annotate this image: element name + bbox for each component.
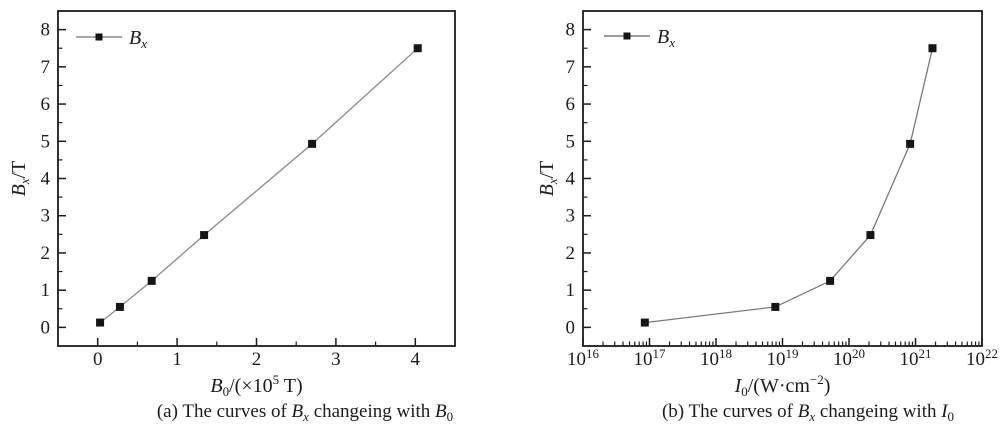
y-tick-label: 7	[566, 57, 576, 78]
chart-a-caption: (a) The curves of Bx changeing with B0	[55, 401, 555, 425]
caption-text-part: B	[797, 401, 810, 422]
y-tick-label: 8	[566, 20, 576, 41]
legend: Bx	[604, 26, 675, 50]
legend-label: Bx	[129, 27, 147, 51]
x-tick-label: 1016	[567, 346, 600, 370]
chart-b-caption: (b) The curves of Bx changeing with I0	[558, 401, 1000, 425]
data-point-marker	[866, 231, 875, 240]
data-point-marker	[147, 276, 156, 285]
plot-frame	[57, 10, 456, 347]
x-tick-label: 1022	[966, 346, 998, 370]
legend-marker-sample	[95, 33, 103, 41]
caption-text-part: (b) The curves of	[661, 401, 798, 422]
legend-marker-sample	[623, 32, 631, 40]
legend-label: Bx	[657, 26, 675, 50]
caption-text-part: B	[291, 401, 304, 422]
caption-text-part: 0	[446, 409, 454, 424]
y-tick-label: 0	[566, 317, 576, 338]
data-point-marker	[640, 318, 649, 327]
y-tick-label: 5	[566, 131, 576, 152]
x-tick-label: 4	[411, 349, 421, 370]
data-point-marker	[771, 302, 780, 311]
y-tick-label: 0	[41, 317, 51, 338]
data-point-marker	[115, 302, 124, 311]
chart-b-plot: 0 1 2 3 4 5 6 7 8 1016 1017 1018 1019 1020 1021 1022 Bx I…	[536, 10, 998, 399]
caption-text-part: B	[435, 401, 447, 422]
x-tick-label: 1019	[767, 346, 799, 370]
y-tick-label: 8	[41, 20, 51, 41]
y-tick-label: 2	[566, 243, 576, 264]
data-point-marker	[308, 139, 317, 148]
y-tick-label: 6	[566, 94, 576, 115]
caption-text-part: changeing with	[815, 401, 942, 422]
y-tick-label: 1	[566, 280, 576, 301]
caption-text-part: changeing with	[308, 401, 436, 422]
y-tick-label: 3	[566, 206, 576, 227]
chart-a-plot: 0 1 2 3 4 5 6 7 8 0 1 2 3 4 Bx B0/(×105 T) Bx/T	[8, 10, 456, 399]
x-tick-label: 1	[172, 349, 182, 370]
data-point-marker	[906, 139, 915, 148]
series-line	[644, 48, 934, 324]
x-axis-label: B0/(×105 T)	[210, 372, 302, 399]
legend: Bx	[76, 27, 147, 51]
x-tick-label: 1021	[900, 346, 932, 370]
y-axis-label: Bx/T	[8, 161, 32, 197]
plot-frame	[582, 10, 983, 347]
x-tick-label: 2	[252, 349, 262, 370]
y-tick-label: 2	[41, 243, 51, 264]
caption-text-part: I	[941, 401, 948, 422]
caption-text-part: 0	[947, 409, 955, 424]
y-tick-label: 5	[41, 131, 51, 152]
x-tick-label: 0	[93, 349, 103, 370]
x-axis-label: I0/(W·cm−2)	[734, 372, 831, 399]
caption-text-part: x	[809, 409, 816, 424]
x-tick-label: 3	[331, 349, 341, 370]
y-tick-label: 6	[41, 94, 51, 115]
y-tick-label: 4	[41, 169, 51, 190]
chart-a-canvas: 0 1 2 3 4 5 6 7 8 0 1 2 3 4 Bx B0/(×105 T) Bx/T	[8, 10, 456, 399]
y-tick-label: 4	[566, 169, 576, 190]
data-point-marker	[96, 318, 105, 327]
data-point-marker	[413, 44, 422, 53]
data-point-marker	[200, 231, 209, 240]
data-point-marker	[826, 276, 835, 285]
y-axis-label: Bx/T	[536, 161, 560, 197]
caption-text-part: x	[303, 409, 309, 424]
x-tick-label: 1020	[833, 346, 865, 370]
chart-b-canvas: 0 1 2 3 4 5 6 7 8 1016 1017 1018 1019 1020 1021 1022 Bx I…	[536, 10, 998, 399]
x-tick-label: 1017	[634, 346, 667, 370]
data-point-marker	[928, 44, 937, 53]
x-tick-label: 1018	[700, 346, 732, 370]
caption-text-part: (a) The curves of	[156, 401, 292, 422]
y-tick-label: 7	[41, 57, 51, 78]
y-tick-label: 3	[41, 206, 51, 227]
y-tick-label: 1	[41, 280, 51, 301]
